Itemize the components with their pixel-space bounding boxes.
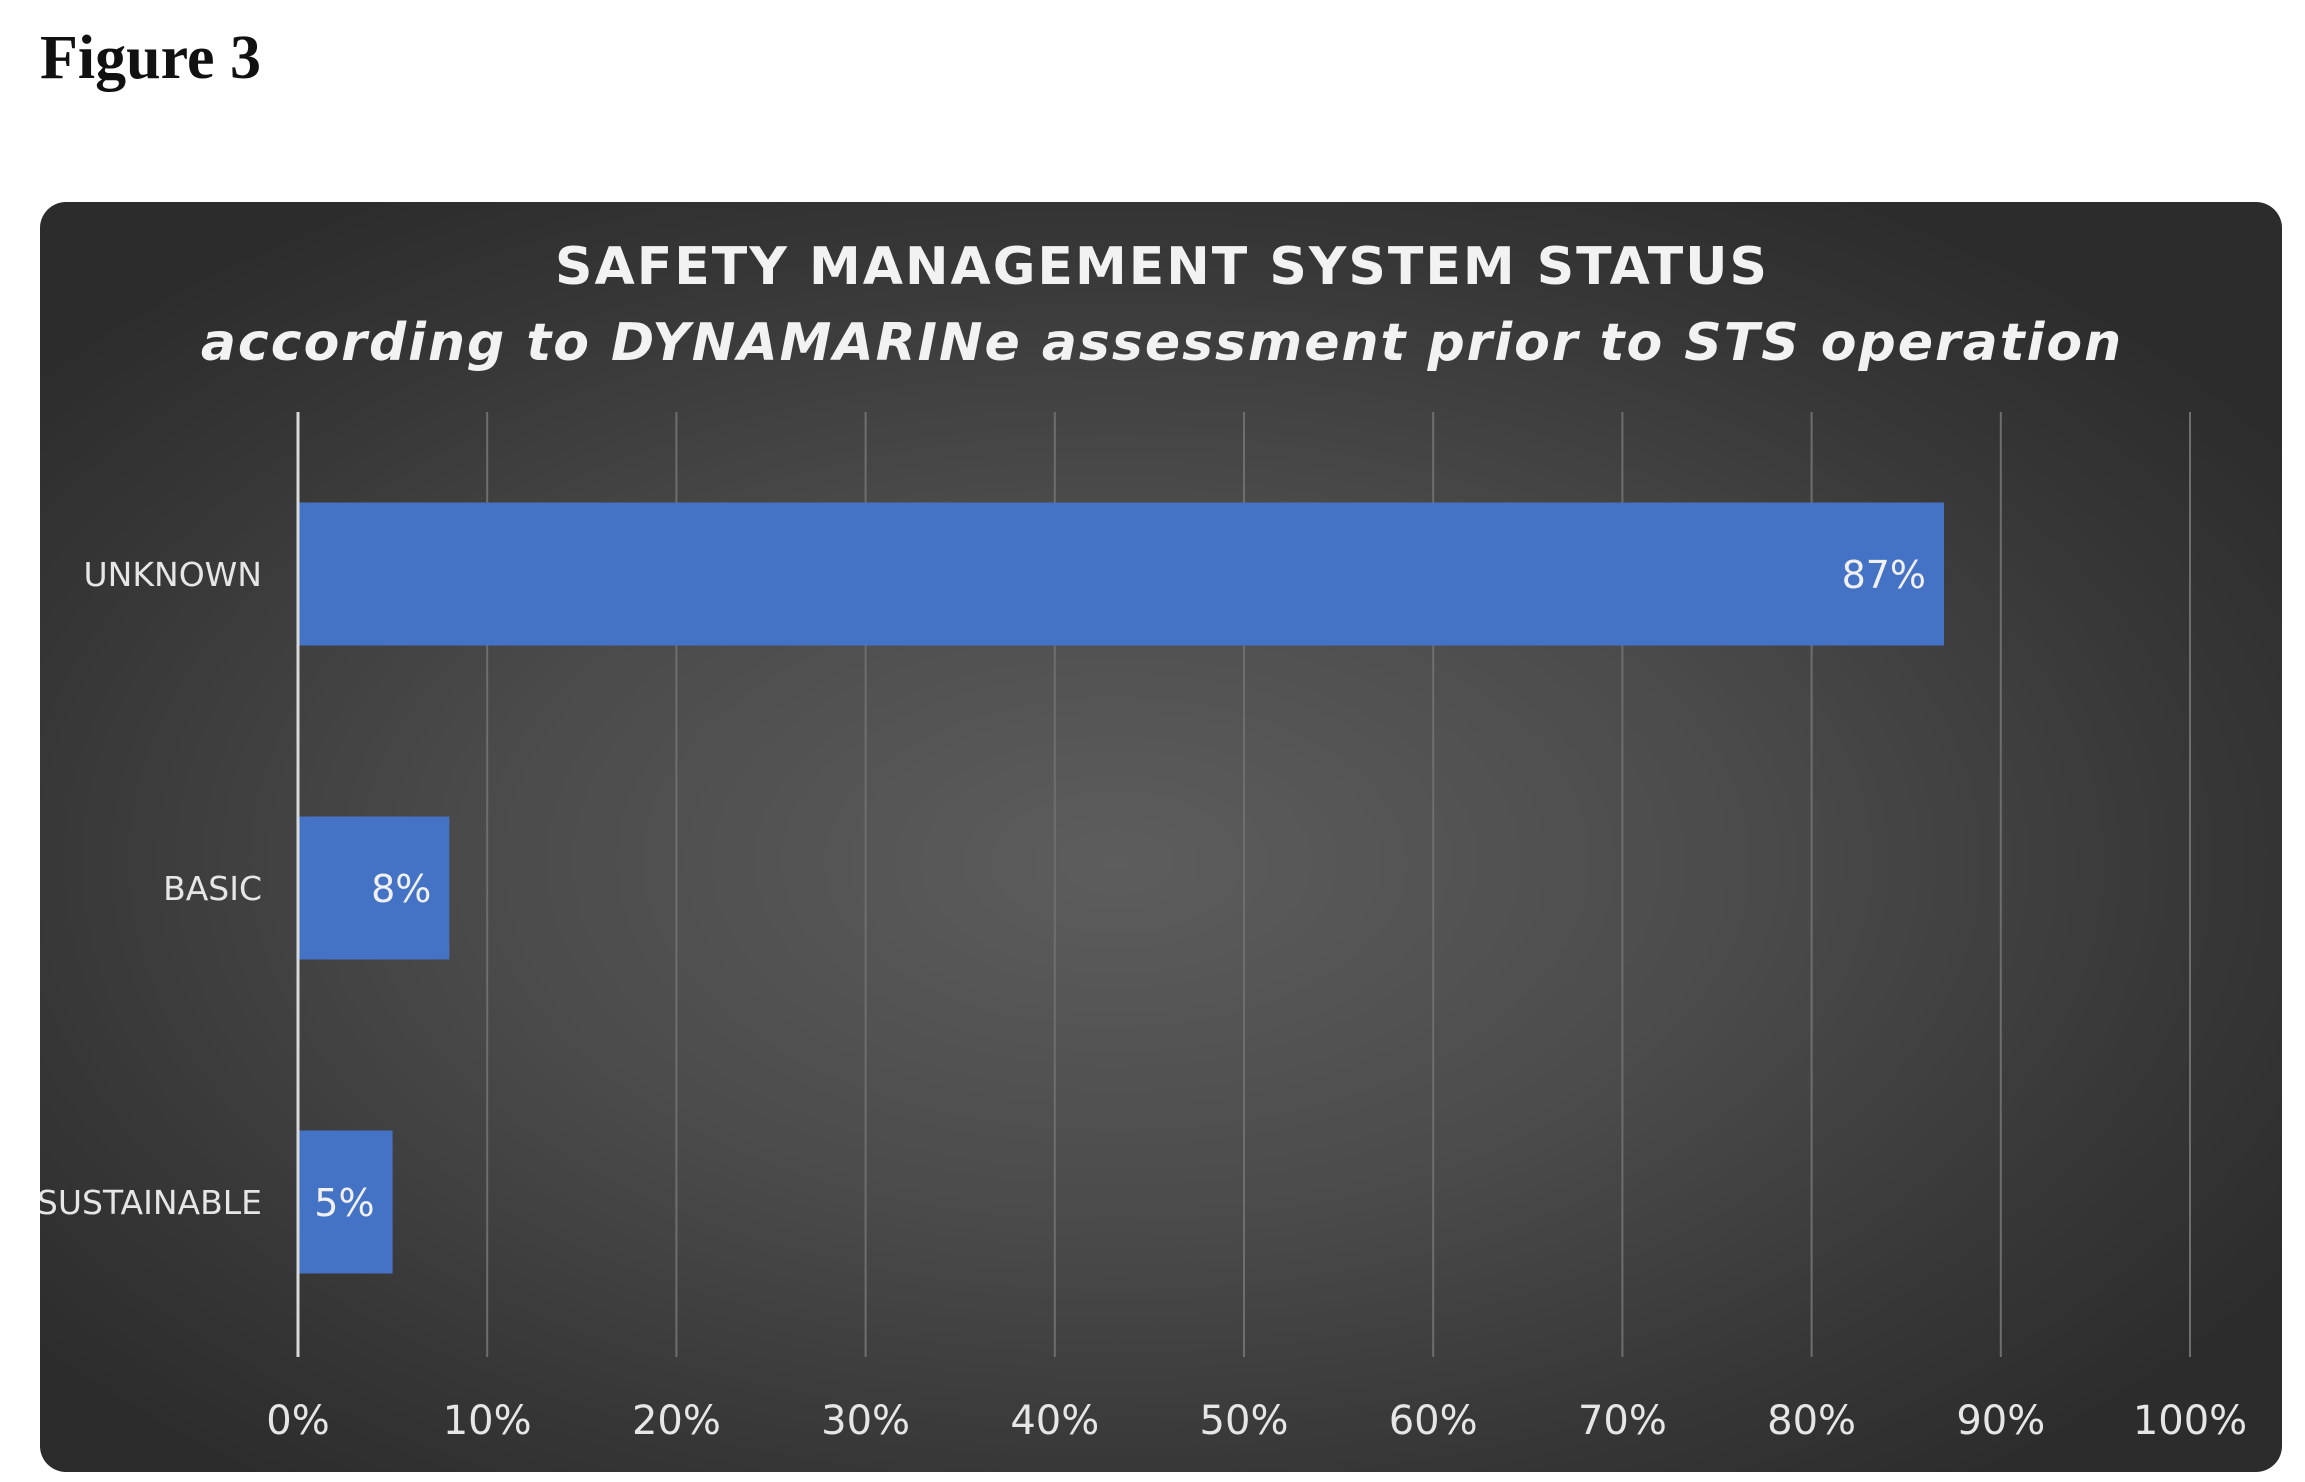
x-tick-label: 50%: [1200, 1398, 1289, 1444]
x-tick-label: 40%: [1010, 1398, 1099, 1444]
x-tick-label: 100%: [2133, 1398, 2247, 1444]
bar-unknown: [298, 502, 1945, 646]
x-tick-label: 80%: [1767, 1398, 1856, 1444]
category-label: SUSTAINABLE: [40, 1183, 262, 1222]
category-label: UNKNOWN: [84, 555, 262, 594]
x-tick-label: 60%: [1389, 1398, 1478, 1444]
bar-basic: [298, 816, 450, 960]
chart-panel: SAFETY MANAGEMENT SYSTEM STATUS accordin…: [40, 202, 2282, 1472]
x-tick-label: 70%: [1578, 1398, 1667, 1444]
x-tick-label: 30%: [821, 1398, 910, 1444]
bar-sustainable: [298, 1130, 393, 1274]
figure-label: Figure 3: [40, 24, 261, 92]
category-label: BASIC: [163, 869, 262, 908]
data-label: 8%: [371, 867, 431, 911]
x-tick-label: 10%: [443, 1398, 532, 1444]
data-label: 5%: [314, 1181, 374, 1225]
x-tick-label: 0%: [266, 1398, 329, 1444]
labels: 0% 10% 20% 30% 40% 50% 60% 70% 80% 90% 100% UNKNOWN…: [40, 412, 2247, 1444]
chart-subtitle: according to DYNAMARINe assessment prior…: [201, 313, 2123, 373]
x-tick-label: 20%: [632, 1398, 721, 1444]
chart-title: SAFETY MANAGEMENT SYSTEM STATUS: [555, 237, 1769, 297]
bars: [298, 502, 1945, 1274]
x-tick-label: 90%: [1956, 1398, 2045, 1444]
data-label: 87%: [1842, 553, 1926, 597]
bar-chart: SAFETY MANAGEMENT SYSTEM STATUS accordin…: [40, 237, 2247, 1444]
